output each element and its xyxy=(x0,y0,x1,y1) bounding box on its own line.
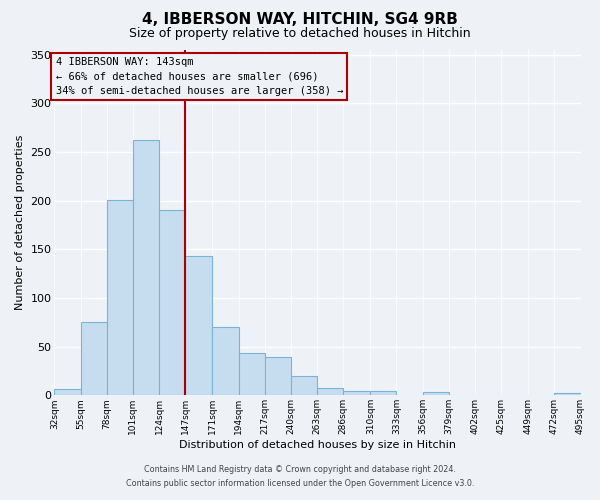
Bar xyxy=(422,392,449,396)
Bar xyxy=(343,392,370,396)
Text: Contains HM Land Registry data © Crown copyright and database right 2024.
Contai: Contains HM Land Registry data © Crown c… xyxy=(126,466,474,487)
Bar xyxy=(212,327,239,396)
Text: 4, IBBERSON WAY, HITCHIN, SG4 9RB: 4, IBBERSON WAY, HITCHIN, SG4 9RB xyxy=(142,12,458,28)
Text: 4 IBBERSON WAY: 143sqm
← 66% of detached houses are smaller (696)
34% of semi-de: 4 IBBERSON WAY: 143sqm ← 66% of detached… xyxy=(56,57,343,96)
Bar xyxy=(107,200,133,396)
Bar xyxy=(159,210,185,396)
Text: Size of property relative to detached houses in Hitchin: Size of property relative to detached ho… xyxy=(129,28,471,40)
Bar xyxy=(291,376,317,396)
Bar xyxy=(265,358,291,396)
Bar xyxy=(370,392,397,396)
X-axis label: Distribution of detached houses by size in Hitchin: Distribution of detached houses by size … xyxy=(179,440,456,450)
Bar xyxy=(554,394,581,396)
Bar xyxy=(133,140,159,396)
Bar xyxy=(317,388,343,396)
Y-axis label: Number of detached properties: Number of detached properties xyxy=(15,135,25,310)
Bar xyxy=(80,322,107,396)
Bar xyxy=(55,390,80,396)
Bar xyxy=(185,256,212,396)
Bar xyxy=(239,354,265,396)
